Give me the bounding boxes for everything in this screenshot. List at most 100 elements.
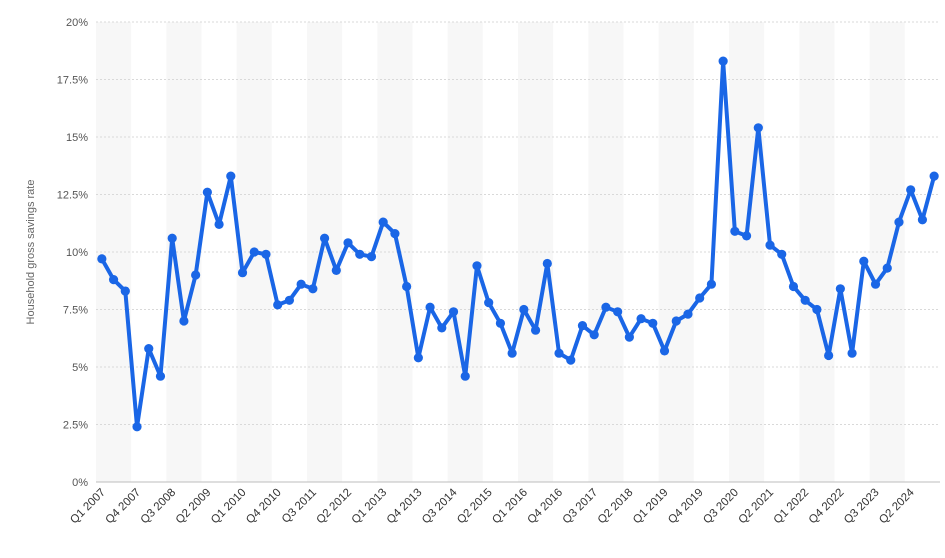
data-point[interactable] xyxy=(917,215,928,225)
data-point[interactable] xyxy=(671,316,681,326)
data-point[interactable] xyxy=(214,219,224,229)
data-point[interactable] xyxy=(589,330,599,340)
data-point[interactable] xyxy=(530,325,541,335)
data-point[interactable] xyxy=(191,270,201,280)
data-point[interactable] xyxy=(554,348,564,358)
x-tick-label: Q2 2024 xyxy=(877,486,917,526)
data-point[interactable] xyxy=(226,171,236,181)
data-point[interactable] xyxy=(824,350,834,361)
data-point[interactable] xyxy=(519,304,529,315)
data-point[interactable] xyxy=(425,302,435,312)
data-point[interactable] xyxy=(179,316,189,326)
data-point[interactable] xyxy=(659,346,670,356)
data-point[interactable] xyxy=(788,281,799,292)
data-point[interactable] xyxy=(484,298,494,308)
data-point[interactable] xyxy=(577,321,588,331)
data-point[interactable] xyxy=(273,300,283,310)
data-point[interactable] xyxy=(413,353,423,363)
data-point[interactable] xyxy=(319,233,330,243)
y-tick-label: 5% xyxy=(72,362,88,374)
data-point[interactable] xyxy=(800,295,810,305)
data-point[interactable] xyxy=(402,281,412,292)
data-point[interactable] xyxy=(507,348,517,358)
x-tick-label: Q2 2012 xyxy=(314,487,354,527)
data-point[interactable] xyxy=(741,231,752,241)
data-point[interactable] xyxy=(249,247,259,257)
data-point[interactable] xyxy=(882,263,892,273)
data-point[interactable] xyxy=(460,371,470,381)
series-savings-rate xyxy=(97,56,939,432)
data-point[interactable] xyxy=(894,217,904,227)
column-band xyxy=(904,22,940,482)
x-tick-label: Q1 2016 xyxy=(490,487,530,527)
data-point[interactable] xyxy=(624,332,634,342)
data-point[interactable] xyxy=(308,284,318,294)
column-band xyxy=(201,22,237,482)
data-point[interactable] xyxy=(835,284,845,294)
data-point[interactable] xyxy=(144,344,154,354)
data-point[interactable] xyxy=(261,249,271,259)
data-point[interactable] xyxy=(366,252,377,262)
data-point[interactable] xyxy=(331,265,341,275)
data-point[interactable] xyxy=(870,279,881,289)
column-band xyxy=(518,22,554,482)
x-tick-label: Q4 2022 xyxy=(807,487,847,527)
data-point[interactable] xyxy=(859,256,869,266)
data-point[interactable] xyxy=(636,314,646,324)
data-point[interactable] xyxy=(777,249,787,259)
x-tick-label: Q3 2017 xyxy=(561,487,601,527)
data-point[interactable] xyxy=(284,295,295,305)
y-tick-label: 20% xyxy=(66,17,88,29)
x-tick-label: Q4 2019 xyxy=(666,487,706,527)
x-tick-label: Q1 2010 xyxy=(209,487,249,527)
data-point[interactable] xyxy=(120,286,130,296)
data-point[interactable] xyxy=(601,302,611,312)
data-point[interactable] xyxy=(718,56,728,66)
data-point[interactable] xyxy=(566,355,576,365)
data-point[interactable] xyxy=(390,229,400,239)
x-tick-label: Q1 2007 xyxy=(68,487,108,527)
data-point[interactable] xyxy=(695,293,705,303)
data-point[interactable] xyxy=(97,254,107,264)
data-point[interactable] xyxy=(730,226,740,236)
data-point[interactable] xyxy=(167,233,177,243)
data-point[interactable] xyxy=(906,185,916,195)
data-point[interactable] xyxy=(495,318,506,328)
data-point[interactable] xyxy=(378,217,388,227)
data-point[interactable] xyxy=(542,258,552,269)
y-axis-ticks: 0% 2.5% 5% 7.5% 10% 12.5% 15% 17.5% 20% xyxy=(57,17,88,489)
column-band xyxy=(553,22,589,482)
x-tick-label: Q3 2008 xyxy=(139,487,179,527)
data-point[interactable] xyxy=(765,240,775,250)
data-point[interactable] xyxy=(108,275,119,285)
x-tick-label: Q4 2016 xyxy=(525,487,565,527)
data-point[interactable] xyxy=(683,309,693,319)
data-point[interactable] xyxy=(437,323,447,333)
data-point[interactable] xyxy=(648,318,658,328)
y-tick-label: 15% xyxy=(66,132,88,144)
data-point[interactable] xyxy=(847,348,857,358)
y-tick-label: 0% xyxy=(72,477,88,489)
data-point[interactable] xyxy=(237,268,248,278)
y-tick-label: 12.5% xyxy=(57,190,88,202)
data-point[interactable] xyxy=(929,171,939,181)
x-tick-label: Q3 2023 xyxy=(842,487,882,527)
column-band xyxy=(729,22,765,482)
data-point[interactable] xyxy=(448,307,459,317)
column-band xyxy=(377,22,413,482)
data-point[interactable] xyxy=(706,279,717,289)
data-point[interactable] xyxy=(343,238,353,248)
data-point[interactable] xyxy=(355,249,365,259)
data-point[interactable] xyxy=(296,279,306,289)
y-axis-title: Household gross savings rate xyxy=(25,180,37,325)
data-point[interactable] xyxy=(812,304,822,315)
data-point[interactable] xyxy=(132,422,142,432)
data-point[interactable] xyxy=(472,261,482,271)
y-tick-label: 7.5% xyxy=(63,305,88,317)
data-point[interactable] xyxy=(753,123,763,133)
data-point[interactable] xyxy=(202,187,212,197)
data-point[interactable] xyxy=(613,307,623,317)
y-tick-label: 10% xyxy=(66,247,88,259)
data-point[interactable] xyxy=(155,371,166,381)
